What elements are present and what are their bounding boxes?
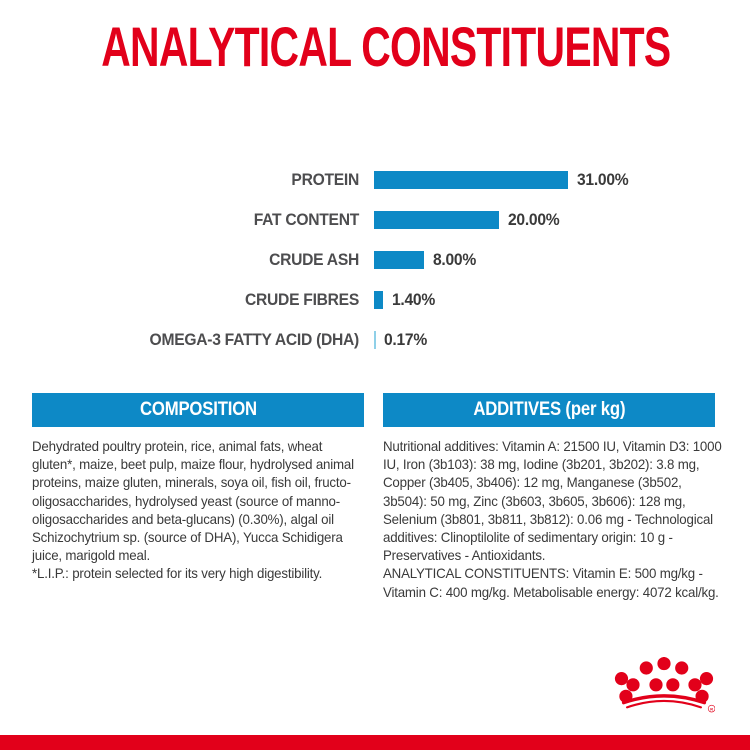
svg-text:R: R (710, 707, 713, 711)
